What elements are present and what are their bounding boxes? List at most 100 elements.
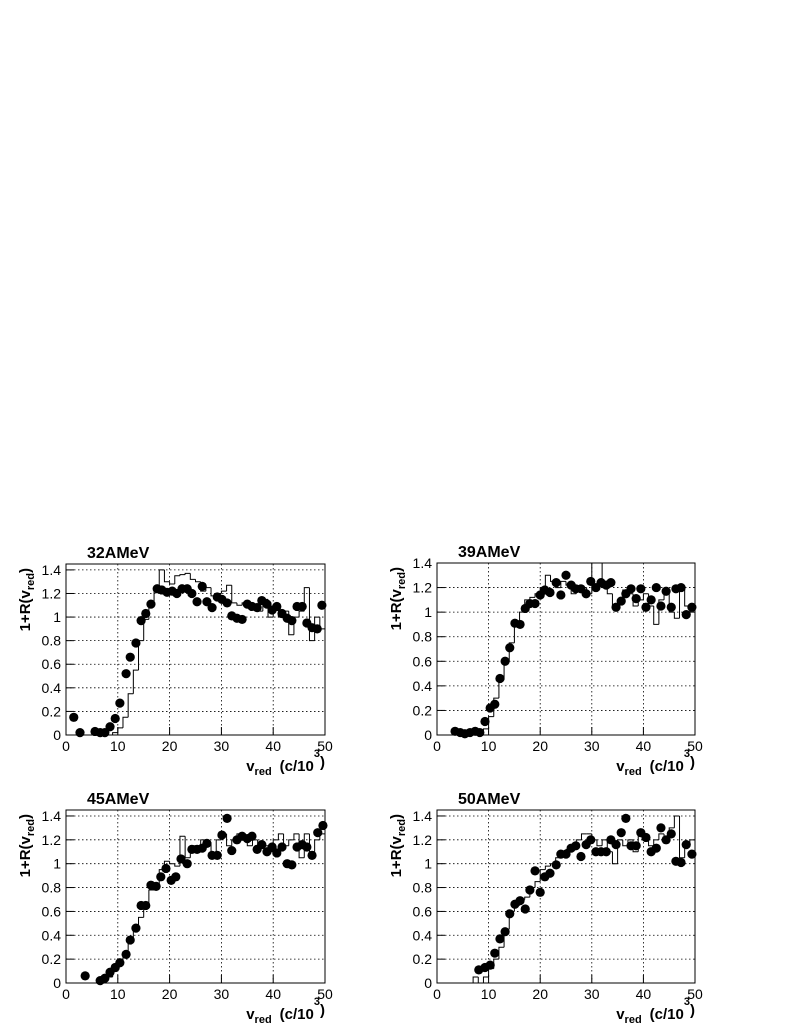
x-tick-label: 50 [687,986,703,1002]
x-tick-label: 50 [687,738,703,754]
y-axis-label-part: ) [17,568,34,573]
x-tick-label: 40 [265,738,281,754]
histogram-bin [205,587,212,592]
histogram-bin [673,815,680,828]
y-axis-label-part: red [25,573,37,590]
panel-title: 32AMeV [87,545,150,562]
plot-frame [65,563,326,736]
data-point [197,581,207,592]
data-point [676,582,686,593]
histogram-bin [606,587,613,595]
y-tick-label: 0.2 [413,951,433,967]
data-point [171,872,181,882]
plot-frame [436,809,696,984]
y-axis-label-part: 1+R(v [388,588,405,630]
data-point [616,596,626,606]
data-point [313,828,323,838]
data-point [272,601,282,612]
y-tick-label: 0 [53,975,61,991]
y-axis-label: 1+R(vred) [17,568,37,631]
x-axis-label: vred (c/103) [246,996,325,1026]
data-point [151,881,161,891]
histogram-bin [580,833,587,840]
data-point [192,597,202,607]
data-point [141,608,151,619]
histogram-bin [220,590,227,594]
data-point [687,602,697,612]
data-point [252,603,262,613]
data-point [141,900,151,911]
histogram-bin [169,861,175,865]
data-point [69,712,79,722]
data-point [500,656,510,666]
x-tick-label: 40 [636,738,652,754]
data-point [297,601,307,612]
y-tick-label: 0 [424,975,432,991]
data-point [247,831,257,841]
x-axis-label-part: v [616,1006,625,1023]
data-point [136,616,146,626]
x-tick-label: 50 [317,738,333,754]
y-axis-label-part: 1+R(v [17,835,34,877]
data-point [317,600,327,610]
data-point [227,845,237,856]
y-tick-label: 0.2 [42,951,62,967]
data-point [490,948,500,958]
y-tick-label: 0.8 [413,629,433,645]
histogram-bin [679,815,685,859]
data-point [571,841,581,851]
data-point [636,584,646,594]
data-point [530,866,540,876]
data-point [287,860,297,870]
histogram-bin [314,839,320,852]
data-point [641,832,651,843]
data-point [561,849,571,859]
histogram-bin [314,616,320,641]
histogram-bin [534,881,541,888]
y-tick-label: 1.2 [413,580,433,596]
x-axis-label-part: 3 [314,996,320,1008]
data-point [307,850,317,860]
data-point [287,616,297,626]
histogram-bin [477,977,484,984]
data-point [115,698,125,708]
data-point [80,971,90,981]
x-tick-label: 40 [265,986,281,1002]
x-axis-label-part: 3 [684,996,690,1008]
histogram-bin [539,869,546,882]
x-tick-label: 0 [62,986,70,1002]
data-point [156,872,166,882]
data-point [125,935,135,945]
data-point [207,603,217,613]
data-point [641,602,651,612]
x-axis-label-part: (c/10 [280,758,314,775]
y-tick-label: 1.2 [413,832,433,848]
data-point [187,588,197,599]
data-point [651,843,661,853]
data-point [202,838,212,849]
data-point [277,842,287,852]
histogram-bin [596,839,603,847]
y-axis-label-part: 1+R(v [388,835,405,877]
x-axis-label-part: ) [690,754,695,771]
data-point [535,887,545,897]
data-point [681,840,691,850]
histogram-bin [158,569,165,588]
y-axis-label: 1+R(vred) [388,567,408,630]
data-point [312,624,322,634]
data-point [576,851,586,862]
data-point [302,842,312,852]
y-tick-label: 0.8 [42,880,62,896]
data-point [676,857,686,868]
data-point [666,829,676,839]
histogram-bin [617,839,623,864]
data-point [651,582,661,593]
histogram-bin [132,669,139,694]
histogram-bin [231,585,237,604]
x-tick-label: 30 [584,986,600,1002]
y-tick-label: 1 [53,609,61,625]
x-axis-label-part: v [246,1006,255,1023]
data-point [551,860,561,870]
data-point [125,652,135,662]
y-tick-label: 1.2 [42,832,62,848]
